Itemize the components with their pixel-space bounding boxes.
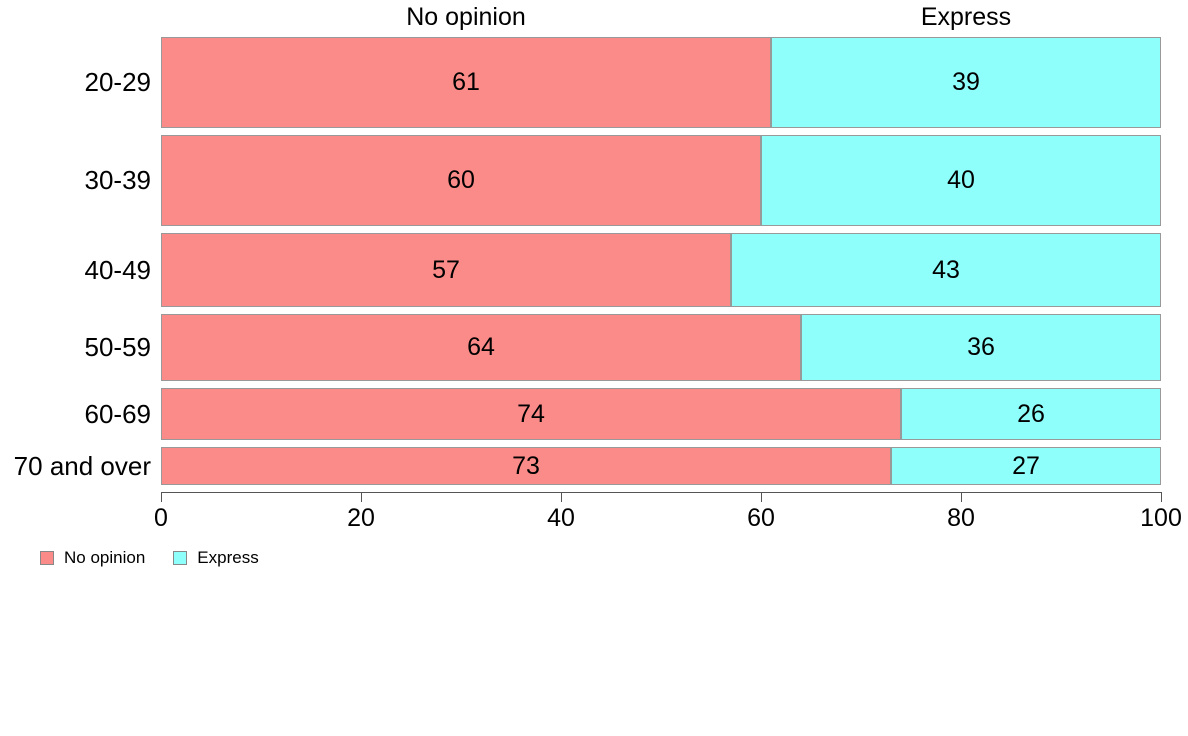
x-axis-tick-label: 60: [747, 504, 775, 532]
bar-segment-no-opinion: 60: [161, 135, 761, 226]
bar-value-label: 27: [1012, 451, 1040, 480]
bar-row: 50-59 64 36: [0, 314, 1188, 381]
category-label: 70 and over: [13, 450, 151, 481]
stacked-bar: 60 40: [161, 135, 1161, 226]
legend-item: No opinion: [40, 548, 145, 568]
x-axis-tick-label: 20: [347, 504, 375, 532]
stacked-bar: 61 39: [161, 37, 1161, 128]
x-axis-tick: [961, 492, 962, 502]
x-axis-line: [161, 492, 1162, 493]
bar-segment-express: 40: [761, 135, 1161, 226]
column-header-no-opinion: No opinion: [406, 3, 526, 31]
bar-row: 30-39 60 40: [0, 135, 1188, 226]
bar-rows-container: 20-29 61 39 30-39 60 40 40-49 57 43 50-59 64 36 60-6…: [0, 37, 1188, 485]
legend-label: Express: [197, 548, 259, 567]
stacked-bar: 73 27: [161, 447, 1161, 485]
bar-value-label: 60: [447, 166, 475, 194]
x-axis-tick-label: 80: [947, 504, 975, 532]
legend-swatch: [173, 551, 188, 565]
bar-segment-no-opinion: 57: [161, 233, 731, 307]
bar-value-label: 73: [512, 451, 540, 480]
bar-segment-express: 39: [771, 37, 1161, 128]
bar-value-label: 40: [947, 166, 975, 194]
category-label: 40-49: [84, 254, 152, 285]
bar-row: 20-29 61 39: [0, 37, 1188, 128]
category-label: 50-59: [84, 332, 152, 362]
bar-value-label: 57: [432, 255, 460, 284]
bar-value-label: 39: [952, 68, 980, 96]
legend: No opinion Express: [40, 548, 287, 568]
x-axis-tick-label: 40: [547, 504, 575, 532]
legend-label: No opinion: [64, 548, 146, 567]
x-axis-tick: [161, 492, 162, 502]
column-header-express: Express: [920, 3, 1012, 31]
x-axis-tick: [761, 492, 762, 502]
bar-value-label: 64: [467, 333, 495, 361]
category-label: 30-39: [84, 165, 152, 195]
x-axis-tick: [561, 492, 562, 502]
bar-value-label: 43: [932, 255, 960, 284]
legend-item: Express: [173, 548, 259, 568]
bar-value-label: 61: [452, 68, 480, 96]
category-label: 60-69: [84, 398, 152, 429]
x-axis-tick-label: 100: [1140, 504, 1182, 532]
bar-segment-express: 27: [891, 447, 1161, 485]
x-axis-tick: [1161, 492, 1162, 502]
bar-segment-express: 43: [731, 233, 1161, 307]
bar-segment-express: 26: [901, 388, 1161, 440]
x-axis-tick-label: 0: [154, 504, 168, 532]
bar-value-label: 26: [1017, 399, 1045, 428]
category-label: 20-29: [84, 67, 152, 97]
bar-segment-no-opinion: 64: [161, 314, 801, 381]
bar-segment-no-opinion: 61: [161, 37, 771, 128]
bar-segment-no-opinion: 73: [161, 447, 891, 485]
stacked-bar: 74 26: [161, 388, 1161, 440]
bar-row: 60-69 74 26: [0, 388, 1188, 440]
stacked-bar: 64 36: [161, 314, 1161, 381]
stacked-bar: 57 43: [161, 233, 1161, 307]
bar-segment-express: 36: [801, 314, 1161, 381]
bar-segment-no-opinion: 74: [161, 388, 901, 440]
bar-row: 40-49 57 43: [0, 233, 1188, 307]
x-axis-tick: [361, 492, 362, 502]
bar-value-label: 36: [967, 333, 995, 361]
bar-value-label: 74: [517, 399, 545, 428]
legend-swatch: [40, 551, 54, 565]
bar-row: 70 and over 73 27: [0, 447, 1188, 485]
